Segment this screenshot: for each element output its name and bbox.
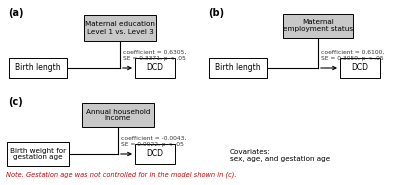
Text: (a): (a) [8, 8, 24, 18]
FancyBboxPatch shape [209, 58, 267, 78]
Text: (c): (c) [8, 97, 23, 107]
FancyBboxPatch shape [7, 142, 69, 166]
FancyBboxPatch shape [135, 58, 175, 78]
Text: Covariates:
sex, age, and gestation age: Covariates: sex, age, and gestation age [230, 149, 330, 162]
Text: coefficient = -0.0043,
SE = 0.0022, p < .05: coefficient = -0.0043, SE = 0.0022, p < … [121, 136, 186, 147]
Text: Annual household
income: Annual household income [86, 108, 150, 122]
FancyBboxPatch shape [135, 144, 175, 164]
Text: Note. Gestation age was not controlled for in the model shown in (c).: Note. Gestation age was not controlled f… [6, 171, 236, 178]
FancyBboxPatch shape [84, 15, 156, 41]
Text: (b): (b) [208, 8, 224, 18]
Text: Birth weight for
gestation age: Birth weight for gestation age [10, 147, 66, 161]
FancyBboxPatch shape [82, 103, 154, 127]
Text: Birth length: Birth length [15, 63, 61, 73]
Text: DCD: DCD [352, 63, 368, 73]
Text: Maternal education
Level 1 vs. Level 3: Maternal education Level 1 vs. Level 3 [85, 21, 155, 34]
FancyBboxPatch shape [9, 58, 67, 78]
Text: Birth length: Birth length [215, 63, 261, 73]
FancyBboxPatch shape [340, 58, 380, 78]
Text: DCD: DCD [146, 149, 164, 159]
Text: coefficient = 0.6305,
SE = 0.3371, p < .05: coefficient = 0.6305, SE = 0.3371, p < .… [123, 50, 186, 61]
Text: coefficient = 0.6100,
SE = 0.3059, p < .05: coefficient = 0.6100, SE = 0.3059, p < .… [321, 50, 384, 61]
Text: DCD: DCD [146, 63, 164, 73]
Text: Maternal
employment status: Maternal employment status [283, 19, 353, 33]
FancyBboxPatch shape [283, 14, 353, 38]
